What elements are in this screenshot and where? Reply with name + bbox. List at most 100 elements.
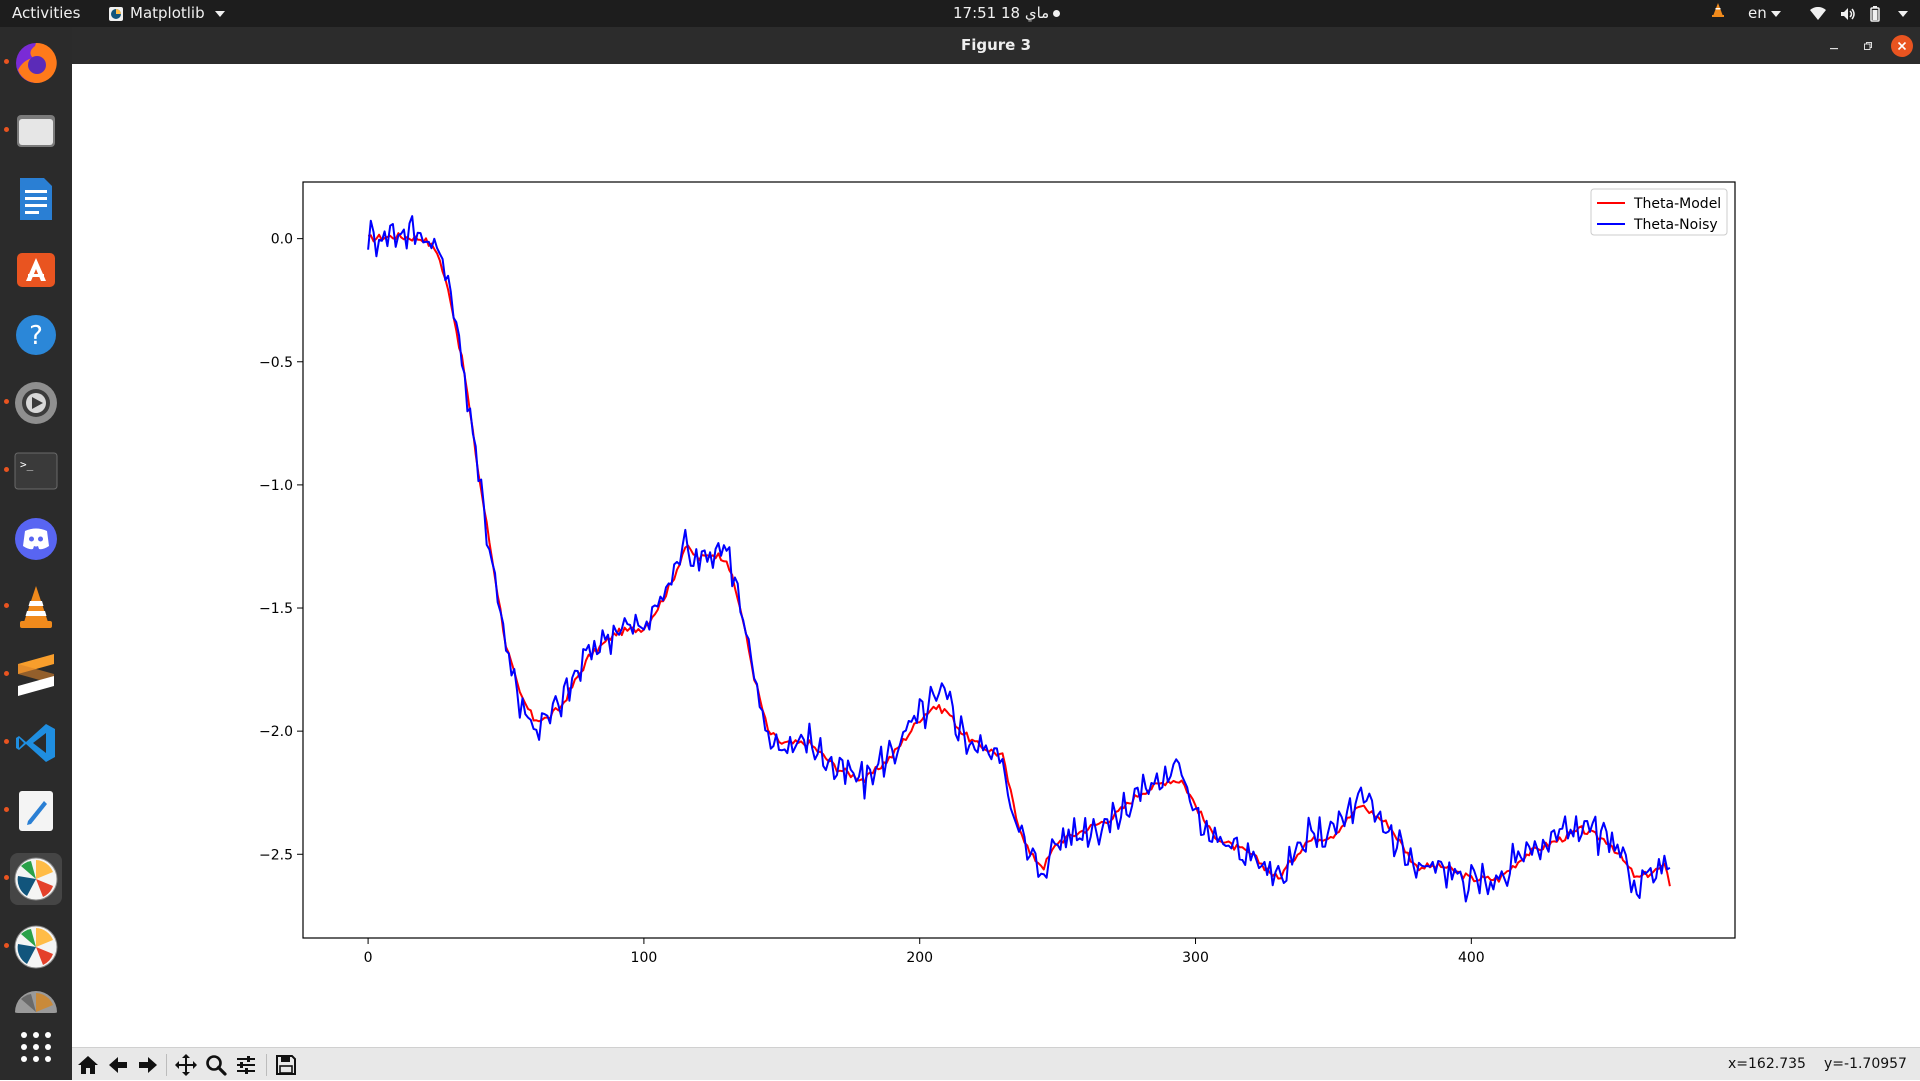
minimize-button[interactable] [1823,35,1845,57]
running-indicator [4,127,9,132]
language-caret-icon [1770,10,1781,17]
dock-item-text-editor[interactable] [10,785,62,837]
zoom-icon [206,1055,227,1076]
dock-item-sublime-text[interactable] [10,649,62,701]
top-bar: Activities Matplotlib 17:51 18 ماي en [0,0,1920,27]
language-selector[interactable]: en [1748,0,1781,27]
y-tick-label: 0.0 [271,232,293,248]
title-bar[interactable]: Figure 3 [72,27,1920,64]
dock-item-terminal[interactable]: >_ [10,445,62,497]
cursor-y-readout: y=-1.70957 [1824,1056,1907,1072]
restore-icon [1864,42,1872,50]
legend-label-theta-noisy: Theta-Noisy [1633,217,1718,233]
x-tick-label: 400 [1458,950,1485,966]
settings-icon [15,382,57,424]
forward-arrow-icon [139,1057,157,1073]
toolbar-separator [166,1054,167,1076]
y-tick-label: −1.5 [259,601,293,617]
help-icon: ? [16,315,56,355]
dock-item-libreoffice-writer[interactable] [10,173,62,225]
axes[interactable]: 0 100 200 300 400 0.0 −0.5 −1.0 −1.5 −2.0 −2.5 Thet… [259,181,1736,966]
maximize-button[interactable] [1857,35,1879,57]
window-title: Figure 3 [960,36,1032,54]
dock-item-help[interactable]: ? [10,309,62,361]
home-button[interactable] [74,1051,102,1079]
vlc-tray-icon[interactable] [1710,0,1726,27]
vscode-icon [16,724,55,762]
vlc-icon [20,586,52,628]
back-button[interactable] [104,1051,132,1079]
clock[interactable]: 17:51 18 ماي [953,4,1050,22]
battery-icon [1870,5,1880,22]
x-tick-label: 300 [1182,950,1209,966]
wifi-icon [1810,6,1826,20]
x-tick-label: 0 [364,950,373,966]
dock-item-ubuntu-software[interactable] [10,241,62,293]
minimize-icon [1830,48,1838,50]
text-editor-icon [19,791,53,831]
dock-item-matplotlib-figure-2[interactable] [10,921,62,973]
save-button[interactable] [272,1051,300,1079]
matplotlib-icon [15,991,57,1013]
save-icon [276,1055,296,1075]
running-indicator [4,671,9,676]
dock-item-settings[interactable] [10,377,62,429]
firefox-icon [16,42,57,83]
running-indicator [4,399,9,404]
cursor-x-readout: x=162.735 [1728,1056,1806,1072]
plot-svg[interactable]: 0 100 200 300 400 0.0 −0.5 −1.0 −1.5 −2.0 −2.5 Thet… [72,64,1920,1047]
x-tick-label: 100 [631,950,658,966]
close-button[interactable] [1891,35,1913,57]
activities-button[interactable]: Activities [12,4,81,22]
svg-text:?: ? [29,321,43,351]
discord-icon [15,518,57,560]
notification-dot-icon [1053,10,1060,17]
dock-item-files[interactable] [10,105,62,157]
home-icon [78,1056,98,1074]
legend-label-theta-model: Theta-Model [1633,196,1721,212]
svg-text:>_: >_ [20,458,34,471]
dock-item-vscode[interactable] [10,717,62,769]
series-line-theta-noisy [367,215,1671,903]
running-indicator [4,467,9,472]
x-tick-label: 200 [906,950,933,966]
running-indicator [4,943,9,948]
running-indicator [4,875,9,880]
terminal-icon: >_ [14,452,58,490]
sublime-icon [18,654,54,696]
toolbar-separator [266,1054,267,1076]
navigation-toolbar: x=162.735 y=-1.70957 [72,1047,1920,1080]
show-applications-button[interactable] [10,1021,62,1073]
app-menu[interactable]: Matplotlib [108,0,225,27]
language-label: en [1748,4,1767,22]
system-tray[interactable] [1810,0,1908,27]
app-grid-icon [21,1032,51,1062]
pan-button[interactable] [172,1051,200,1079]
dock-item-firefox[interactable] [10,37,62,89]
axes-frame [302,181,1736,939]
dock: ? >_ [0,27,72,1080]
pan-icon [175,1054,197,1076]
close-icon [1897,41,1907,51]
dock-item-vlc[interactable] [10,581,62,633]
volume-icon [1841,7,1855,20]
running-indicator [4,603,9,608]
running-indicator [4,739,9,744]
zoom-button[interactable] [202,1051,230,1079]
running-indicator [4,807,9,812]
files-icon [17,115,55,147]
sliders-icon [237,1056,255,1074]
y-tick-label: −2.5 [259,847,293,863]
figure-window: Figure 3 0 100 200 300 400 0.0 −0.5 −1.0 −1.5 −2.… [72,27,1920,1080]
configure-subplots-button[interactable] [232,1051,260,1079]
dock-item-matplotlib-figure-3[interactable] [10,989,62,1013]
dock-item-matplotlib-figure-1[interactable] [10,853,62,905]
dock-item-discord[interactable] [10,513,62,565]
y-tick-label: −1.0 [259,478,293,494]
y-tick-label: −0.5 [259,355,293,371]
figure-canvas[interactable]: 0 100 200 300 400 0.0 −0.5 −1.0 −1.5 −2.0 −2.5 Thet… [72,64,1920,1047]
matplotlib-icon [14,925,58,969]
forward-button[interactable] [134,1051,162,1079]
back-arrow-icon [109,1057,127,1073]
app-menu-label: Matplotlib [130,4,205,22]
